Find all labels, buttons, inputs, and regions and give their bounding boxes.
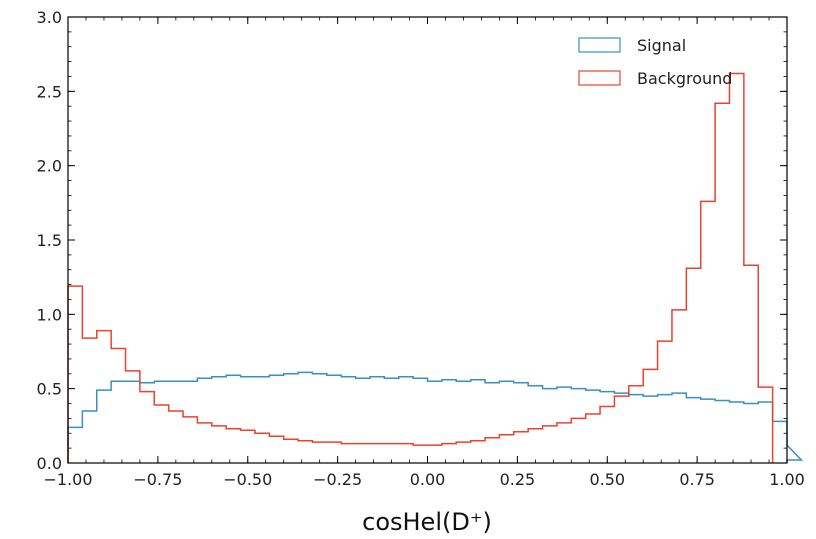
x-tick-label: 0.75	[679, 470, 715, 489]
x-tick-label: 0.50	[589, 470, 625, 489]
x-axis-label: cosHel(D⁺)	[362, 508, 492, 536]
tick-labels: −1.00 −0.75 −0.50 −0.25 0.00 0.25 0.50 0.75 1.00…	[37, 8, 805, 489]
y-tick-label: 0.5	[37, 380, 62, 399]
y-tick-label: 2.0	[37, 157, 62, 176]
x-tick-label: 0.00	[410, 470, 446, 489]
y-tick-label: 1.5	[37, 231, 62, 250]
x-tick-label: 0.25	[500, 470, 536, 489]
series-signal-step-line	[67, 371, 804, 463]
x-tick-label: −0.50	[223, 470, 272, 489]
x-tick-label: −1.00	[43, 470, 92, 489]
legend-label-background: Background	[637, 69, 732, 88]
series-layer	[67, 72, 804, 463]
y-tick-label: 2.5	[37, 82, 62, 101]
x-axis-label-text: cosHel(D⁺)	[362, 508, 492, 536]
y-tick-label: 3.0	[37, 8, 62, 27]
plot-frame	[67, 16, 788, 464]
legend-label-signal: Signal	[637, 36, 686, 55]
legend: Signal Background	[578, 36, 732, 88]
legend-swatch-signal	[578, 37, 621, 53]
legend-swatch-background	[578, 70, 621, 86]
y-tick-label: 1.0	[37, 305, 62, 324]
x-tick-label: 1.00	[769, 470, 805, 489]
x-tick-label: −0.75	[133, 470, 182, 489]
x-tick-label: −0.25	[313, 470, 362, 489]
y-tick-label: 0.0	[37, 454, 62, 473]
series-background-step-line	[67, 72, 774, 463]
